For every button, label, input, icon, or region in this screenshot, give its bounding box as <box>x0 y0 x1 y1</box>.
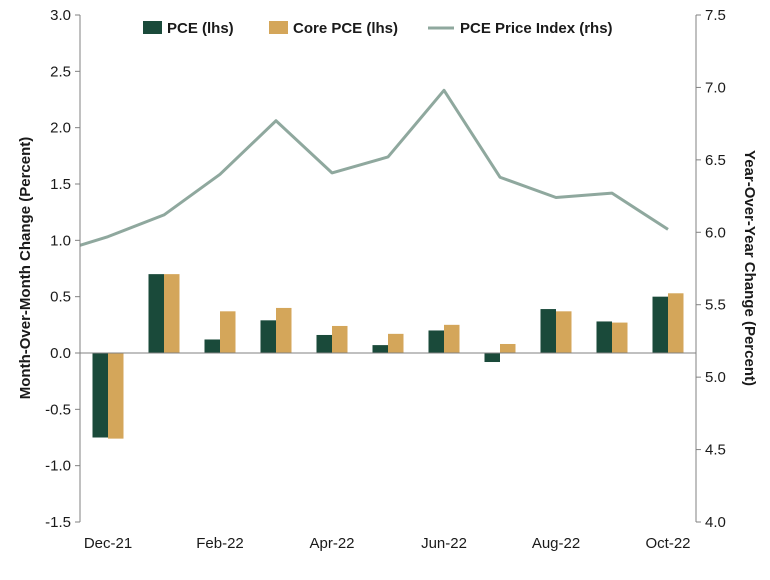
left-axis: -1.5 -1.0 -0.5 0.0 0.5 1.0 1.5 2.0 2.5 3.0 <box>45 7 81 531</box>
legend-pce-label: PCE (lhs) <box>167 20 234 37</box>
legend-pce: PCE (lhs) <box>143 20 234 37</box>
x-tick-label: Dec-21 <box>84 535 132 552</box>
x-tick-label: Apr-22 <box>309 535 354 552</box>
right-tick-label: 6.0 <box>705 224 726 241</box>
core-pce-bar-aug-22 <box>556 311 572 353</box>
core-pce-bar-jan-22 <box>164 274 180 353</box>
pce-bar-aug-22 <box>540 309 556 353</box>
plot-area <box>79 88 696 439</box>
core-pce-bar-apr-22 <box>332 325 348 353</box>
pce-bar-jun-22 <box>428 330 444 353</box>
left-tick-label: 1.5 <box>50 176 71 193</box>
pce-bar-mar-22 <box>260 320 276 353</box>
core-pce-bar-jul-22 <box>500 343 516 353</box>
core-pce-bar-jun-22 <box>444 324 460 353</box>
pce-bar-feb-22 <box>204 339 220 353</box>
left-tick-label: -1.0 <box>45 458 71 475</box>
left-tick-label: 1.0 <box>50 232 71 249</box>
legend-core-pce-label: Core PCE (lhs) <box>293 20 398 37</box>
core-pce-bar-oct-22 <box>668 293 684 353</box>
legend-core-pce: Core PCE (lhs) <box>269 20 398 37</box>
core-pce-bar-dec-21 <box>108 353 124 439</box>
x-axis: Dec-21 Feb-22 Apr-22 Jun-22 Aug-22 Oct-22 <box>84 535 691 552</box>
right-tick-label: 4.5 <box>705 442 726 459</box>
x-tick-label: Feb-22 <box>196 535 244 552</box>
pce-bar-jan-22 <box>148 274 164 353</box>
pce-bar-may-22 <box>372 345 388 353</box>
x-tick-label: Oct-22 <box>645 535 690 552</box>
pce-bar-oct-22 <box>652 296 668 353</box>
right-tick-label: 7.0 <box>705 79 726 96</box>
left-tick-label: 0.5 <box>50 289 71 306</box>
right-tick-label: 5.5 <box>705 297 726 314</box>
left-tick-label: 0.0 <box>50 345 71 362</box>
legend: PCE (lhs) Core PCE (lhs) PCE Price Index (… <box>143 20 613 37</box>
y-axis-title: Month-Over-Month Change (Percent) <box>17 137 34 400</box>
legend-pce-price-index-label: PCE Price Index (rhs) <box>460 20 613 37</box>
core-pce-bar-mar-22 <box>276 307 292 353</box>
legend-core-pce-swatch <box>269 21 288 34</box>
left-tick-label: 2.5 <box>50 63 71 80</box>
right-tick-label: 5.0 <box>705 369 726 386</box>
x-tick-label: Jun-22 <box>421 535 467 552</box>
right-tick-label: 7.5 <box>705 7 726 24</box>
left-tick-label: 3.0 <box>50 7 71 24</box>
pce-bar-dec-21 <box>92 353 108 438</box>
core-pce-bar-sep-22 <box>612 322 628 353</box>
core-pce-bar-feb-22 <box>220 311 236 353</box>
right-axis: 4.0 4.5 5.0 5.5 6.0 6.5 7.0 7.5 <box>695 7 726 531</box>
left-tick-label: -0.5 <box>45 401 71 418</box>
left-tick-label: -1.5 <box>45 514 71 531</box>
core-pce-bar-may-22 <box>388 333 404 353</box>
x-tick-label: Aug-22 <box>532 535 580 552</box>
pce-bar-jul-22 <box>484 353 500 363</box>
pce-bar-sep-22 <box>596 321 612 353</box>
right-tick-label: 4.0 <box>705 514 726 531</box>
legend-pce-swatch <box>143 21 162 34</box>
y2-axis-title: Year-Over-Year Change (Percent) <box>741 150 758 386</box>
right-tick-label: 6.5 <box>705 152 726 169</box>
left-tick-label: 2.0 <box>50 120 71 137</box>
pce-price-index-line <box>79 88 669 247</box>
legend-pce-price-index: PCE Price Index (rhs) <box>428 20 613 37</box>
pce-bar-apr-22 <box>316 334 332 353</box>
